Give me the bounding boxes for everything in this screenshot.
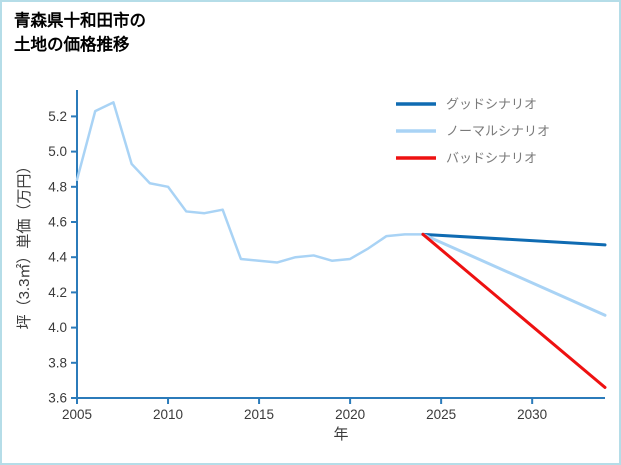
- series-line-good: [421, 232, 607, 247]
- series-line-normal: [421, 232, 607, 317]
- y-tick-label: 3.6: [48, 391, 67, 406]
- series-line-historical: [75, 101, 425, 264]
- x-tick-label: 2010: [153, 407, 183, 422]
- x-axis-label: 年: [333, 426, 348, 443]
- x-tick-label: 2030: [517, 407, 547, 422]
- x-tick-label: 2020: [335, 407, 365, 422]
- chart-title-line-1: 青森県十和田市の: [14, 12, 146, 30]
- x-tick-label: 2015: [244, 407, 274, 422]
- legend-label-normal: ノーマルシナリオ: [446, 124, 550, 139]
- y-tick-label: 4.2: [48, 285, 67, 300]
- legend-label-bad: バッドシナリオ: [446, 151, 537, 166]
- y-tick-label: 5.2: [48, 109, 67, 124]
- y-axis-label: 坪（3.3㎡）単価（万円）: [16, 159, 33, 330]
- y-tick-label: 4.4: [48, 250, 67, 265]
- x-tick-label: 2005: [62, 407, 92, 422]
- y-tick-label: 4.6: [48, 215, 67, 230]
- chart-title: 青森県十和田市の 土地の価格推移: [14, 10, 146, 58]
- y-tick-label: 3.8: [48, 355, 67, 370]
- series-line-bad: [421, 232, 607, 389]
- x-tick-label: 2025: [426, 407, 456, 422]
- legend-label-good: グッドシナリオ: [446, 97, 537, 112]
- y-tick-label: 4.8: [48, 179, 67, 194]
- y-tick-label: 5.0: [48, 144, 67, 159]
- chart-title-line-2: 土地の価格推移: [14, 35, 130, 54]
- y-tick-label: 4.0: [48, 320, 67, 335]
